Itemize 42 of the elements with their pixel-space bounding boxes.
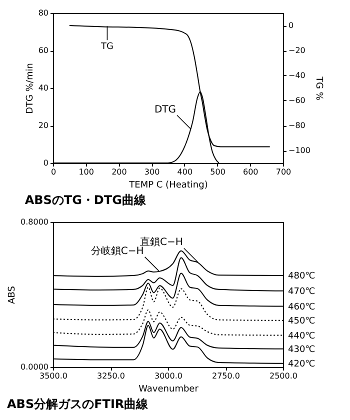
y-tick-label: 80 (38, 8, 48, 18)
y2-tick-label: −40 (288, 71, 306, 80)
y2-tick-label: −80 (288, 121, 306, 130)
y-tick-label: 40 (38, 84, 48, 92)
x-tick-label: 2500.0 (270, 372, 298, 380)
annotation: DTG (154, 104, 176, 116)
y2-axis-title: TG % (313, 76, 324, 101)
x-tick-label: 0 (50, 168, 56, 176)
y-axis-title: DTG %/min (25, 63, 36, 114)
y-axis-title: ABS (8, 286, 18, 304)
y-tick-label: 60 (38, 46, 48, 55)
series-label: 470℃ (288, 286, 316, 297)
x-tick-label: 3000.0 (154, 372, 182, 380)
y2-tick-label: 0 (288, 21, 294, 30)
x-tick-label: 100 (78, 168, 94, 176)
y2-tick-label: −20 (288, 46, 306, 55)
y2-tick-label: −100 (288, 146, 310, 155)
x-axis-title: Wavenumber (138, 384, 199, 394)
y-tick-label: 0.0000 (20, 362, 48, 372)
series-label: 450℃ (288, 316, 316, 326)
series-label: 480℃ (288, 271, 316, 282)
series-label: 420℃ (288, 359, 316, 370)
x-tick-label: 400 (177, 168, 193, 176)
x-tick-label: 300 (144, 168, 160, 176)
x-tick-label: 2750.0 (212, 372, 240, 380)
series-label: 460℃ (288, 302, 316, 312)
y-tick-label: 0 (43, 158, 48, 168)
annotation: TG (100, 42, 114, 52)
text: ABSのTG・DTG曲線 (24, 193, 147, 207)
x-tick-label: 200 (112, 168, 127, 176)
y-tick-label: 20 (38, 121, 48, 130)
x-tick-label: 3250.0 (97, 372, 125, 380)
series-label: 440℃ (288, 331, 316, 342)
x-tick-label: 700 (276, 168, 292, 176)
x-axis-title: TEMP C (Heating) (128, 180, 208, 190)
y2-tick-label: −60 (288, 96, 306, 105)
x-tick-label: 3500.0 (40, 372, 68, 380)
text: ABS分解ガスのFTIR曲線 (7, 397, 150, 411)
x-tick-label: 500 (210, 168, 226, 176)
series-label: 430℃ (288, 344, 316, 355)
y-tick-label: 0.8000 (20, 218, 48, 226)
x-tick-label: 600 (243, 168, 258, 176)
